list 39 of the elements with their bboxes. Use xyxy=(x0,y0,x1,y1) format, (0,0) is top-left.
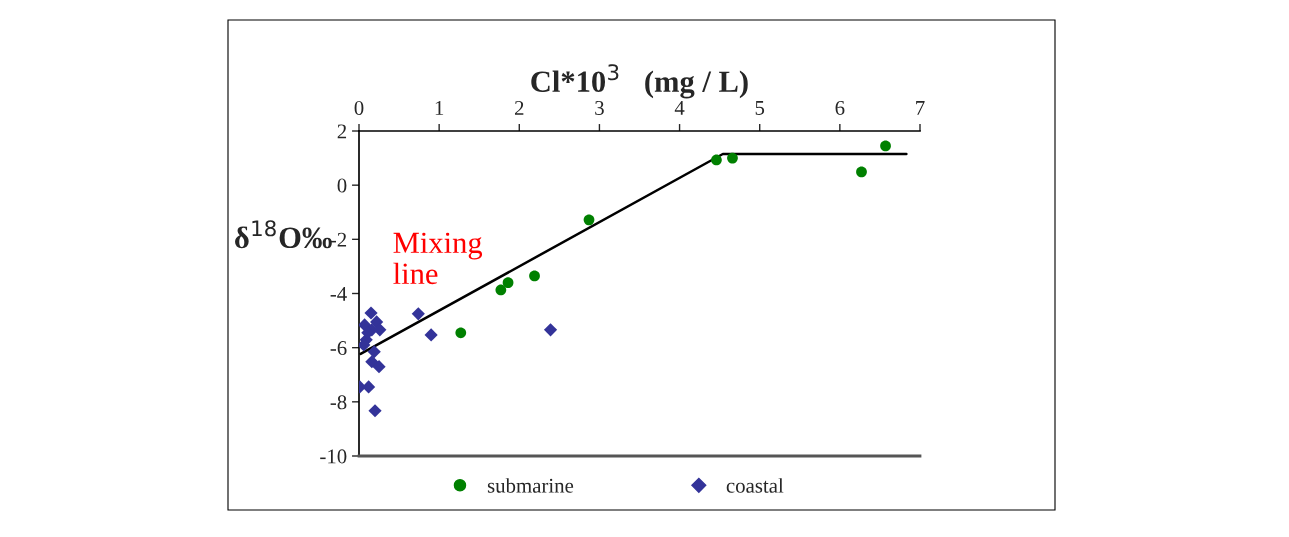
annotation: Mixing line xyxy=(393,232,483,285)
point xyxy=(543,323,558,337)
x-tick-label: 5 xyxy=(755,101,765,115)
x-tick-label: 3 xyxy=(595,100,604,115)
point xyxy=(362,380,376,394)
point xyxy=(856,166,867,178)
point xyxy=(880,140,891,152)
point xyxy=(727,152,738,164)
point xyxy=(711,154,722,166)
x-tick-label: 6 xyxy=(835,100,845,115)
y-tick-label: 0 xyxy=(337,178,347,193)
y-tick-label: -2 xyxy=(330,232,347,247)
y-tick-label: 2 xyxy=(337,124,347,139)
x-tick-label: 1 xyxy=(435,101,444,115)
x-tick-label: 7 xyxy=(916,101,925,115)
y-tick-label: -4 xyxy=(330,287,347,301)
point xyxy=(529,270,540,282)
point xyxy=(411,307,425,321)
point xyxy=(495,284,507,296)
point xyxy=(502,277,514,289)
y-axis-title: δ$^{18}$O‰ xyxy=(235,220,332,249)
x-tick-label: 0 xyxy=(354,100,364,115)
x-tick-label: 2 xyxy=(514,100,524,115)
y-tick-label: -8 xyxy=(330,395,347,410)
point xyxy=(583,214,595,226)
point xyxy=(364,306,378,320)
point xyxy=(373,323,387,337)
point xyxy=(365,355,379,369)
point xyxy=(367,345,381,359)
y-tick-label: -10 xyxy=(320,449,347,464)
point xyxy=(372,360,386,374)
point xyxy=(455,327,467,339)
y-tick-label: -6 xyxy=(330,341,347,356)
legend-label: coastal xyxy=(726,478,784,493)
legend-label: submarine xyxy=(487,478,574,493)
x-tick-label: 4 xyxy=(674,101,685,115)
point xyxy=(424,328,438,342)
point xyxy=(368,404,382,418)
text: Cl*10$^{3}$ (mg / L) xyxy=(531,64,748,99)
